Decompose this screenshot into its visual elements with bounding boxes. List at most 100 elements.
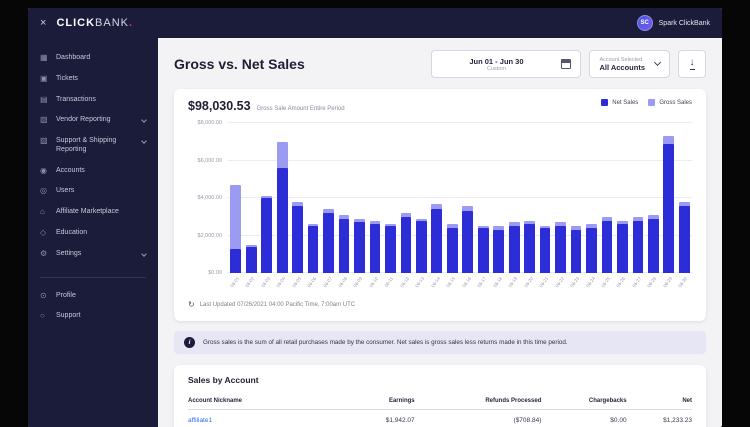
x-axis-tick: 06-30 (677, 276, 689, 289)
bar-06-23[interactable]: 06-23 (569, 123, 582, 288)
main-content: Gross vs. Net Sales Jun 01 - Jun 30 Cust… (158, 38, 722, 427)
x-axis-tick: 06-03 (260, 276, 271, 289)
account-link[interactable]: affiliate1 (188, 417, 213, 424)
net-sales-bar (539, 228, 551, 273)
account-nickname-cell: affiliate1 (188, 409, 350, 427)
legend-label: Net Sales (612, 99, 639, 106)
bar-06-05[interactable]: 06-05 (291, 123, 304, 288)
sidebar-item-vendor-reporting[interactable]: ▧ Vendor Reporting (28, 110, 158, 131)
net-sales-bar (400, 216, 412, 273)
net-sales-bar (617, 224, 628, 273)
bar-06-08[interactable]: 06-08 (337, 123, 350, 288)
sidebar-item-settings[interactable]: ⚙ Settings (28, 244, 158, 265)
chevron-down-icon (141, 138, 147, 145)
x-axis-tick: 06-24 (584, 276, 596, 289)
net-sales-bar (323, 213, 334, 273)
x-axis-tick: 06-16 (461, 276, 472, 289)
bar-06-07[interactable]: 06-07 (322, 123, 335, 288)
sidebar-item-label: Transactions (56, 95, 96, 103)
bar-06-28[interactable]: 06-28 (647, 123, 660, 288)
sidebar-nav: ▦ Dashboard ▣ Tickets ▤ Transactions ▧ Vendor R… (28, 48, 158, 265)
avatar[interactable]: SC (636, 15, 653, 31)
bar-06-02[interactable]: 06-02 (244, 123, 257, 288)
column-header-earnings: Earnings (349, 394, 415, 410)
bar-06-19[interactable]: 06-19 (507, 123, 520, 288)
gridline (228, 122, 692, 123)
net-sales-bar (431, 209, 443, 273)
user-name[interactable]: Spark ClickBank (658, 19, 710, 27)
x-axis-tick: 06-05 (291, 276, 302, 289)
top-bar: × CLICKBANK. SC Spark ClickBank (28, 8, 722, 38)
bar-06-06[interactable]: 06-06 (306, 123, 319, 288)
date-range-picker[interactable]: Jun 01 - Jun 30 Custom (431, 50, 582, 78)
accounts-icon: ◉ (40, 165, 47, 175)
bar-06-30[interactable]: 06-30 (678, 123, 691, 288)
sidebar-item-profile[interactable]: ⊙ Profile (28, 286, 158, 307)
close-menu-icon[interactable]: × (40, 17, 47, 29)
users-icon: ◎ (40, 186, 47, 196)
bar-06-11[interactable]: 06-11 (384, 123, 397, 288)
net-sales-bar (632, 220, 644, 273)
legend-label: Gross Sales (659, 99, 692, 106)
column-header-net: Net (626, 394, 692, 410)
net-sales-bar (307, 226, 319, 273)
shipping-icon: ▨ (40, 136, 48, 146)
net-sales-bar (555, 226, 566, 273)
bar-06-14[interactable]: 06-14 (430, 123, 443, 288)
x-axis-tick: 06-08 (337, 276, 349, 289)
sidebar-item-support-shipping-reporting[interactable]: ▨ Support & Shipping Reporting (28, 131, 158, 161)
refresh-icon[interactable]: ↻ (188, 300, 195, 309)
sales-by-account-title: Sales by Account (188, 375, 259, 385)
sidebar-item-label: Support (56, 312, 81, 320)
sidebar-item-support[interactable]: ○ Support (28, 306, 158, 327)
bar-06-12[interactable]: 06-12 (399, 123, 412, 288)
bar-06-13[interactable]: 06-13 (415, 123, 428, 288)
clickbank-logo: CLICKBANK. (56, 17, 134, 29)
net-sales-bar (462, 211, 474, 273)
bar-06-25[interactable]: 06-25 (600, 123, 613, 288)
sales-by-account-card: Sales by Account Account Nickname Earning… (174, 365, 706, 427)
gross-sale-caption: Gross Sale Amount Entire Period (256, 106, 345, 112)
column-header-account-nickname: Account Nickname (188, 394, 350, 410)
bar-06-21[interactable]: 06-21 (538, 123, 551, 288)
bar-06-10[interactable]: 06-10 (368, 123, 381, 288)
x-axis-tick: 06-07 (321, 276, 333, 289)
bar-06-01[interactable]: 06-01 (229, 123, 242, 288)
sidebar: ▦ Dashboard ▣ Tickets ▤ Transactions ▧ Vendor R… (28, 38, 158, 427)
bar-06-04[interactable]: 06-04 (275, 123, 288, 288)
net-sales-bar (276, 168, 288, 273)
sidebar-item-affiliate-marketplace[interactable]: ⌂ Affiliate Marketplace (28, 202, 158, 223)
sidebar-item-accounts[interactable]: ◉ Accounts (28, 161, 158, 182)
x-axis-tick: 06-18 (492, 276, 503, 289)
y-axis-tick: $8,000.00 (197, 120, 222, 126)
bar-06-20[interactable]: 06-20 (523, 123, 536, 288)
bar-06-18[interactable]: 06-18 (492, 123, 505, 288)
net-sales-bar (385, 226, 396, 273)
x-axis-tick: 06-09 (352, 276, 364, 289)
bar-06-09[interactable]: 06-09 (353, 123, 366, 288)
download-button[interactable]: ↓ (678, 50, 706, 78)
bar-06-15[interactable]: 06-15 (446, 123, 459, 288)
x-axis-tick: 06-20 (523, 276, 534, 289)
account-select[interactable]: Account Selected All Accounts (589, 50, 670, 78)
bar-06-24[interactable]: 06-24 (585, 123, 598, 288)
y-axis-tick: $4,000.00 (197, 195, 222, 201)
bar-06-26[interactable]: 06-26 (616, 123, 629, 288)
chart-plot-area: 06-01 06-02 06-03 06-04 06-05 06-06 06-07 06-08… (228, 122, 692, 288)
sidebar-item-tickets[interactable]: ▣ Tickets (28, 69, 158, 90)
bar-06-22[interactable]: 06-22 (554, 123, 567, 288)
sidebar-item-users[interactable]: ◎ Users (28, 181, 158, 202)
bar-06-17[interactable]: 06-17 (477, 123, 490, 288)
bar-06-16[interactable]: 06-16 (461, 123, 474, 288)
sidebar-item-label: Profile (56, 291, 76, 299)
sidebar-item-education[interactable]: ◇ Education (28, 223, 158, 244)
sidebar-footer-nav: ⊙ Profile ○ Support (28, 286, 158, 328)
chevron-down-icon (141, 117, 147, 124)
x-axis-tick: 06-29 (662, 276, 673, 289)
bar-06-29[interactable]: 06-29 (662, 123, 675, 288)
transactions-icon: ▤ (40, 94, 48, 104)
sidebar-item-dashboard[interactable]: ▦ Dashboard (28, 48, 158, 69)
sidebar-item-transactions[interactable]: ▤ Transactions (28, 90, 158, 111)
bar-06-03[interactable]: 06-03 (260, 123, 273, 288)
bar-06-27[interactable]: 06-27 (631, 123, 644, 288)
